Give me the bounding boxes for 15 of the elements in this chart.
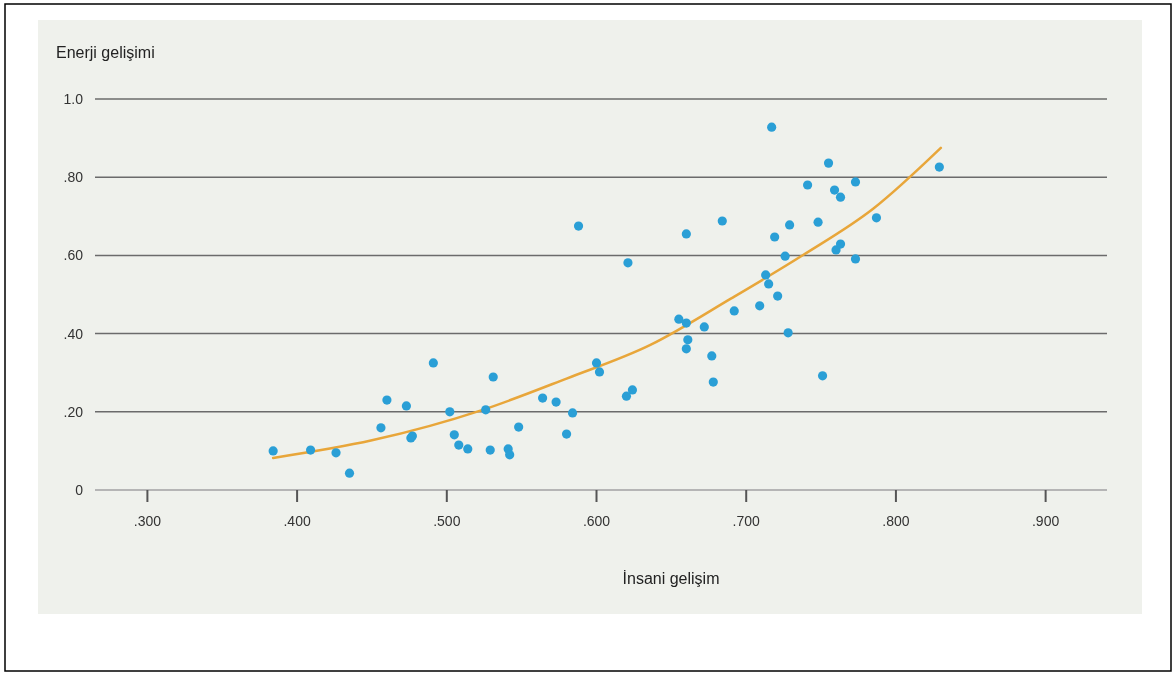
y-tick-label: .40 [63,325,84,342]
x-tick-label: .600 [582,513,611,529]
x-tick-label: .500 [433,513,461,529]
y-tick-label: 0 [75,482,84,498]
y-tick-label: .20 [63,403,84,420]
y-axis-title: Enerji gelişimi [56,44,155,61]
y-tick-label: .60 [63,247,84,264]
y-tick-label: .80 [63,169,84,186]
x-tick-label: .300 [133,513,162,529]
x-tick-label: .800 [882,513,910,529]
x-tick-label: .900 [1032,513,1060,529]
x-tick-label: .700 [732,513,761,529]
x-tick-label: .400 [283,513,311,529]
x-axis-title: İnsani gelişim [622,569,720,587]
y-tick-label: 1.0 [63,91,84,107]
